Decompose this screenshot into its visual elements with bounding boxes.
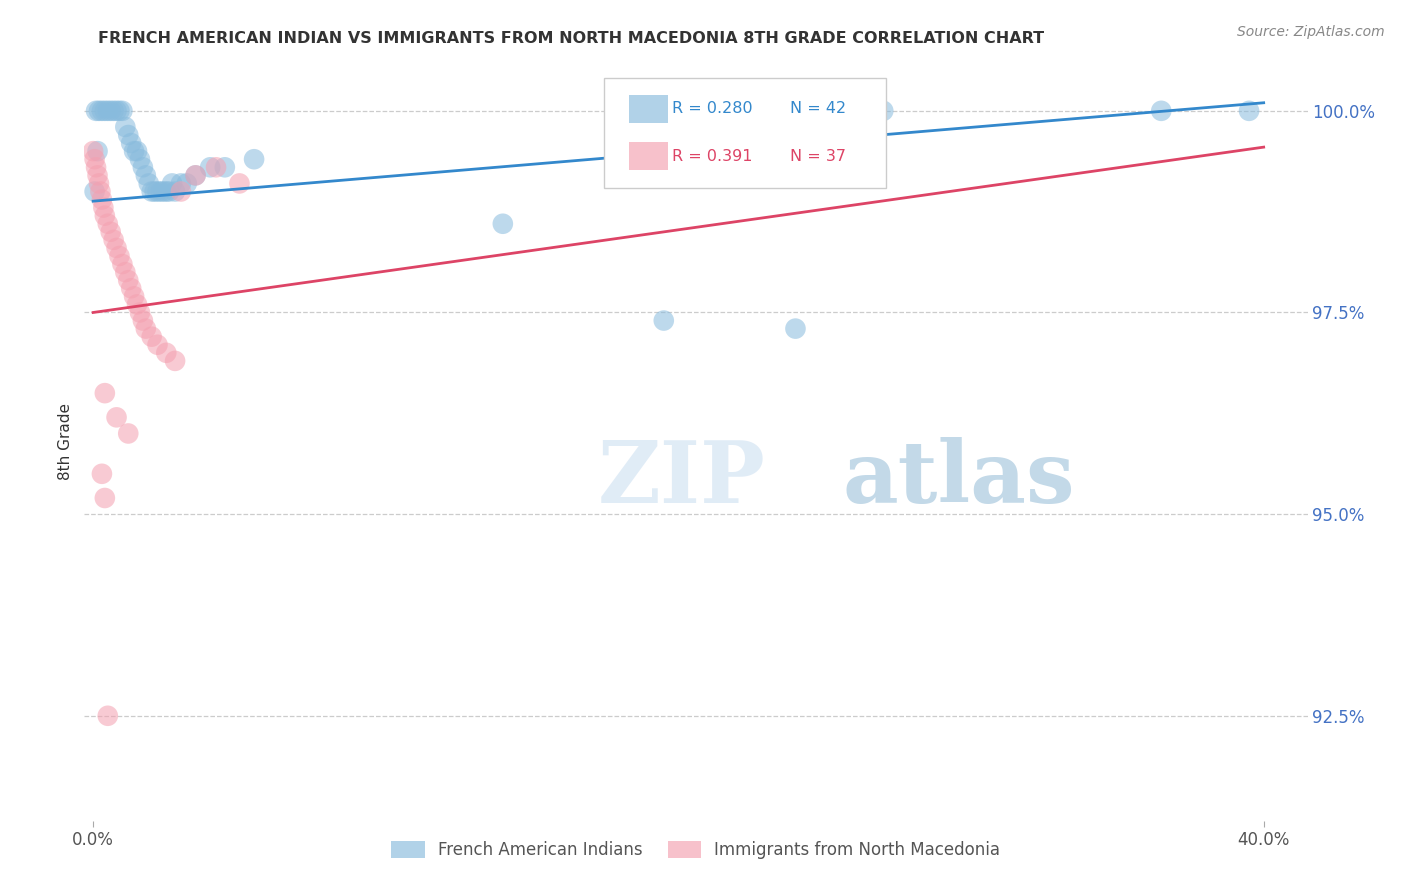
Point — [87, 103, 110, 118]
Point — [160, 177, 183, 191]
Point — [214, 161, 236, 175]
Point — [652, 313, 675, 327]
Point — [1150, 103, 1173, 118]
Point — [97, 708, 120, 723]
Text: R = 0.280: R = 0.280 — [672, 102, 752, 116]
Point — [94, 386, 117, 401]
Point — [135, 169, 157, 183]
Point — [100, 103, 122, 118]
Point — [143, 185, 166, 199]
Point — [86, 144, 108, 158]
Point — [117, 273, 139, 287]
Point — [198, 161, 221, 175]
Text: Source: ZipAtlas.com: Source: ZipAtlas.com — [1237, 25, 1385, 39]
Point — [111, 257, 134, 271]
Point — [132, 161, 155, 175]
Text: R = 0.391: R = 0.391 — [672, 149, 752, 164]
Point — [90, 193, 112, 207]
Point — [114, 120, 136, 134]
Point — [94, 209, 117, 223]
Y-axis label: 8th Grade: 8th Grade — [58, 403, 73, 480]
Point — [132, 313, 155, 327]
Point — [138, 177, 160, 191]
Point — [165, 185, 187, 199]
Point — [122, 289, 145, 303]
Text: N = 37: N = 37 — [790, 149, 846, 164]
Point — [90, 467, 112, 481]
Point — [84, 103, 107, 118]
Point — [105, 410, 128, 425]
Point — [152, 185, 174, 199]
Point — [125, 297, 148, 311]
Text: N = 42: N = 42 — [790, 102, 846, 116]
Point — [105, 241, 128, 255]
Point — [492, 217, 515, 231]
Point — [83, 185, 105, 199]
Point — [141, 185, 163, 199]
Point — [120, 281, 142, 295]
Point — [785, 321, 807, 335]
Point — [114, 265, 136, 279]
Point — [103, 103, 125, 118]
Point — [94, 491, 117, 505]
Point — [103, 233, 125, 247]
Point — [129, 305, 152, 319]
Point — [243, 153, 266, 167]
Point — [111, 103, 134, 118]
Point — [117, 128, 139, 142]
Point — [108, 249, 131, 263]
Point — [117, 426, 139, 441]
Point — [165, 354, 187, 368]
Point — [170, 185, 193, 199]
FancyBboxPatch shape — [628, 143, 668, 170]
Point — [84, 161, 107, 175]
Point — [135, 321, 157, 335]
Point — [87, 177, 110, 191]
Point — [155, 185, 177, 199]
Point — [82, 144, 104, 158]
Point — [155, 346, 177, 360]
Point — [89, 185, 111, 199]
Point — [146, 185, 169, 199]
Point — [108, 103, 131, 118]
Point — [228, 177, 250, 191]
Point — [872, 103, 894, 118]
Point — [1237, 103, 1260, 118]
Point — [100, 225, 122, 239]
Point — [93, 201, 115, 215]
Point — [83, 153, 105, 167]
Point — [184, 169, 207, 183]
Text: ZIP: ZIP — [598, 437, 766, 522]
Point — [90, 103, 112, 118]
Point — [97, 103, 120, 118]
Point — [157, 185, 180, 199]
Point — [120, 136, 142, 150]
Point — [125, 144, 148, 158]
Point — [94, 103, 117, 118]
Point — [97, 217, 120, 231]
Legend: French American Indians, Immigrants from North Macedonia: French American Indians, Immigrants from… — [385, 834, 1007, 865]
Text: atlas: atlas — [842, 437, 1076, 522]
Point — [170, 177, 193, 191]
Point — [122, 144, 145, 158]
Point — [205, 161, 228, 175]
Point — [184, 169, 207, 183]
Point — [176, 177, 198, 191]
Point — [129, 153, 152, 167]
Point — [146, 337, 169, 351]
Text: FRENCH AMERICAN INDIAN VS IMMIGRANTS FROM NORTH MACEDONIA 8TH GRADE CORRELATION : FRENCH AMERICAN INDIAN VS IMMIGRANTS FRO… — [98, 31, 1045, 46]
Point — [141, 329, 163, 343]
FancyBboxPatch shape — [628, 95, 668, 123]
Point — [105, 103, 128, 118]
Point — [86, 169, 108, 183]
Point — [149, 185, 172, 199]
FancyBboxPatch shape — [605, 78, 886, 187]
